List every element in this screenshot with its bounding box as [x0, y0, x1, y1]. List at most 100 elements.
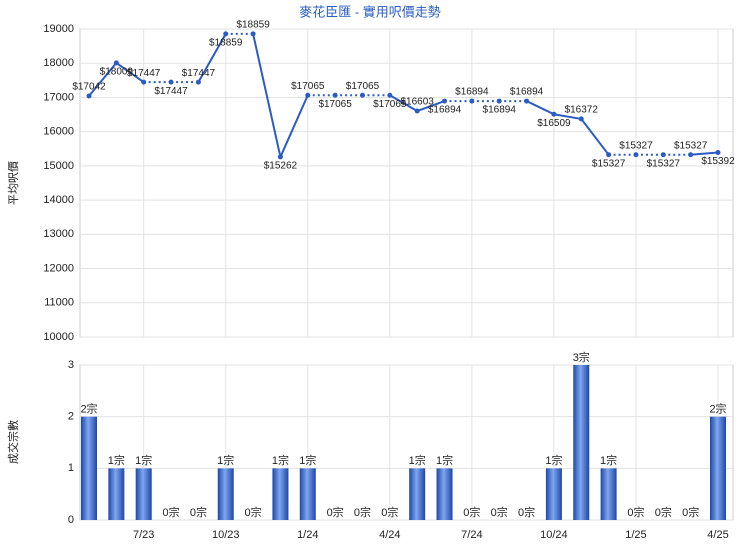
y-tick-label: 10000 — [43, 331, 74, 343]
point — [250, 31, 256, 37]
point — [715, 149, 721, 155]
y-tick-label: 16000 — [43, 126, 74, 138]
point — [305, 92, 311, 98]
point — [359, 92, 365, 98]
point — [141, 79, 147, 85]
point — [332, 92, 338, 98]
bar — [81, 416, 97, 520]
x-tick-label: 10/23 — [212, 529, 240, 541]
x-tick-label: 7/23 — [133, 529, 154, 541]
value-label: 2宗 — [709, 402, 726, 416]
value-label: 0宗 — [245, 505, 262, 519]
point — [633, 152, 639, 158]
y-axis-title: 成交宗數 — [6, 420, 20, 464]
value-label: $17447 — [154, 86, 188, 97]
x-tick-label: 7/24 — [461, 529, 482, 541]
y-tick-label: 1 — [68, 462, 74, 474]
y-tick-label: 17000 — [43, 91, 74, 103]
value-label: $16894 — [483, 105, 517, 116]
point — [660, 152, 666, 158]
value-label: $16894 — [510, 87, 544, 98]
value-label: $15262 — [264, 161, 298, 172]
chart-title: 麥花臣匯 - 實用呎價走勢 — [299, 4, 441, 19]
value-label: $15392 — [701, 156, 735, 167]
value-label: 1宗 — [600, 453, 617, 467]
point — [414, 108, 420, 114]
value-label: $17065 — [373, 99, 407, 110]
value-label: $17042 — [72, 82, 106, 93]
bar — [710, 416, 726, 520]
value-label: 1宗 — [272, 453, 289, 467]
bar — [573, 365, 590, 520]
value-label: $15327 — [619, 140, 653, 151]
value-label: $16894 — [455, 87, 489, 98]
value-label: 0宗 — [655, 505, 672, 519]
point — [277, 154, 283, 160]
x-tick-label: 10/24 — [540, 529, 568, 541]
bar — [436, 468, 453, 520]
y-tick-label: 14000 — [43, 194, 74, 206]
y-tick-label: 11000 — [44, 297, 74, 309]
value-label: $16894 — [428, 105, 462, 116]
value-label: $18859 — [209, 37, 243, 48]
value-label: $15327 — [647, 158, 681, 169]
point — [168, 79, 174, 85]
value-label: $16509 — [537, 118, 571, 129]
value-label: $15327 — [674, 140, 708, 151]
line-segment — [553, 113, 582, 120]
value-label: 1宗 — [409, 453, 426, 467]
value-label: 0宗 — [463, 505, 480, 519]
point — [578, 116, 584, 122]
value-label: $16603 — [400, 97, 434, 108]
point — [524, 98, 530, 104]
x-tick-label: 4/25 — [707, 529, 728, 541]
value-label: $18009 — [100, 67, 134, 78]
value-label: 0宗 — [518, 505, 535, 519]
line-segment — [690, 151, 719, 156]
plot-frame — [79, 364, 734, 521]
value-label: $17447 — [182, 68, 216, 79]
value-label: $17065 — [318, 99, 352, 110]
value-label: 0宗 — [682, 505, 699, 519]
point — [606, 152, 612, 158]
point — [86, 93, 92, 99]
value-label: 2宗 — [80, 402, 97, 416]
y-tick-label: 12000 — [43, 262, 74, 274]
value-label: 0宗 — [381, 505, 398, 519]
value-label: 1宗 — [299, 453, 316, 467]
point — [551, 111, 557, 117]
value-label: 0宗 — [327, 505, 344, 519]
value-label: 3宗 — [573, 350, 590, 364]
point — [387, 92, 393, 98]
value-label: 0宗 — [491, 505, 508, 519]
point — [195, 79, 201, 85]
value-label: $16372 — [565, 105, 599, 116]
value-label: 1宗 — [135, 453, 152, 467]
plot-frame — [79, 28, 734, 338]
point — [688, 152, 694, 158]
x-tick-label: 1/25 — [625, 529, 646, 541]
y-tick-label: 19000 — [43, 23, 74, 35]
line-segment — [252, 33, 282, 158]
bar — [108, 468, 125, 520]
point — [113, 60, 119, 66]
value-label: 0宗 — [190, 505, 207, 519]
x-tick-label: 1/24 — [297, 529, 318, 541]
y-tick-label: 15000 — [43, 160, 74, 172]
bar — [217, 468, 234, 520]
y-tick-label: 18000 — [43, 57, 74, 69]
value-label: $17065 — [291, 81, 325, 92]
y-tick-label: 0 — [68, 514, 74, 526]
bar — [299, 468, 316, 520]
value-label: 1宗 — [436, 453, 453, 467]
line-segment — [580, 118, 610, 156]
bar — [545, 468, 562, 520]
value-label: $17447 — [127, 68, 161, 79]
bar — [409, 468, 426, 520]
bar — [272, 468, 289, 520]
point — [442, 98, 448, 104]
value-label: $17065 — [346, 81, 380, 92]
value-label: $18859 — [236, 19, 270, 30]
value-label: 0宗 — [627, 505, 644, 519]
